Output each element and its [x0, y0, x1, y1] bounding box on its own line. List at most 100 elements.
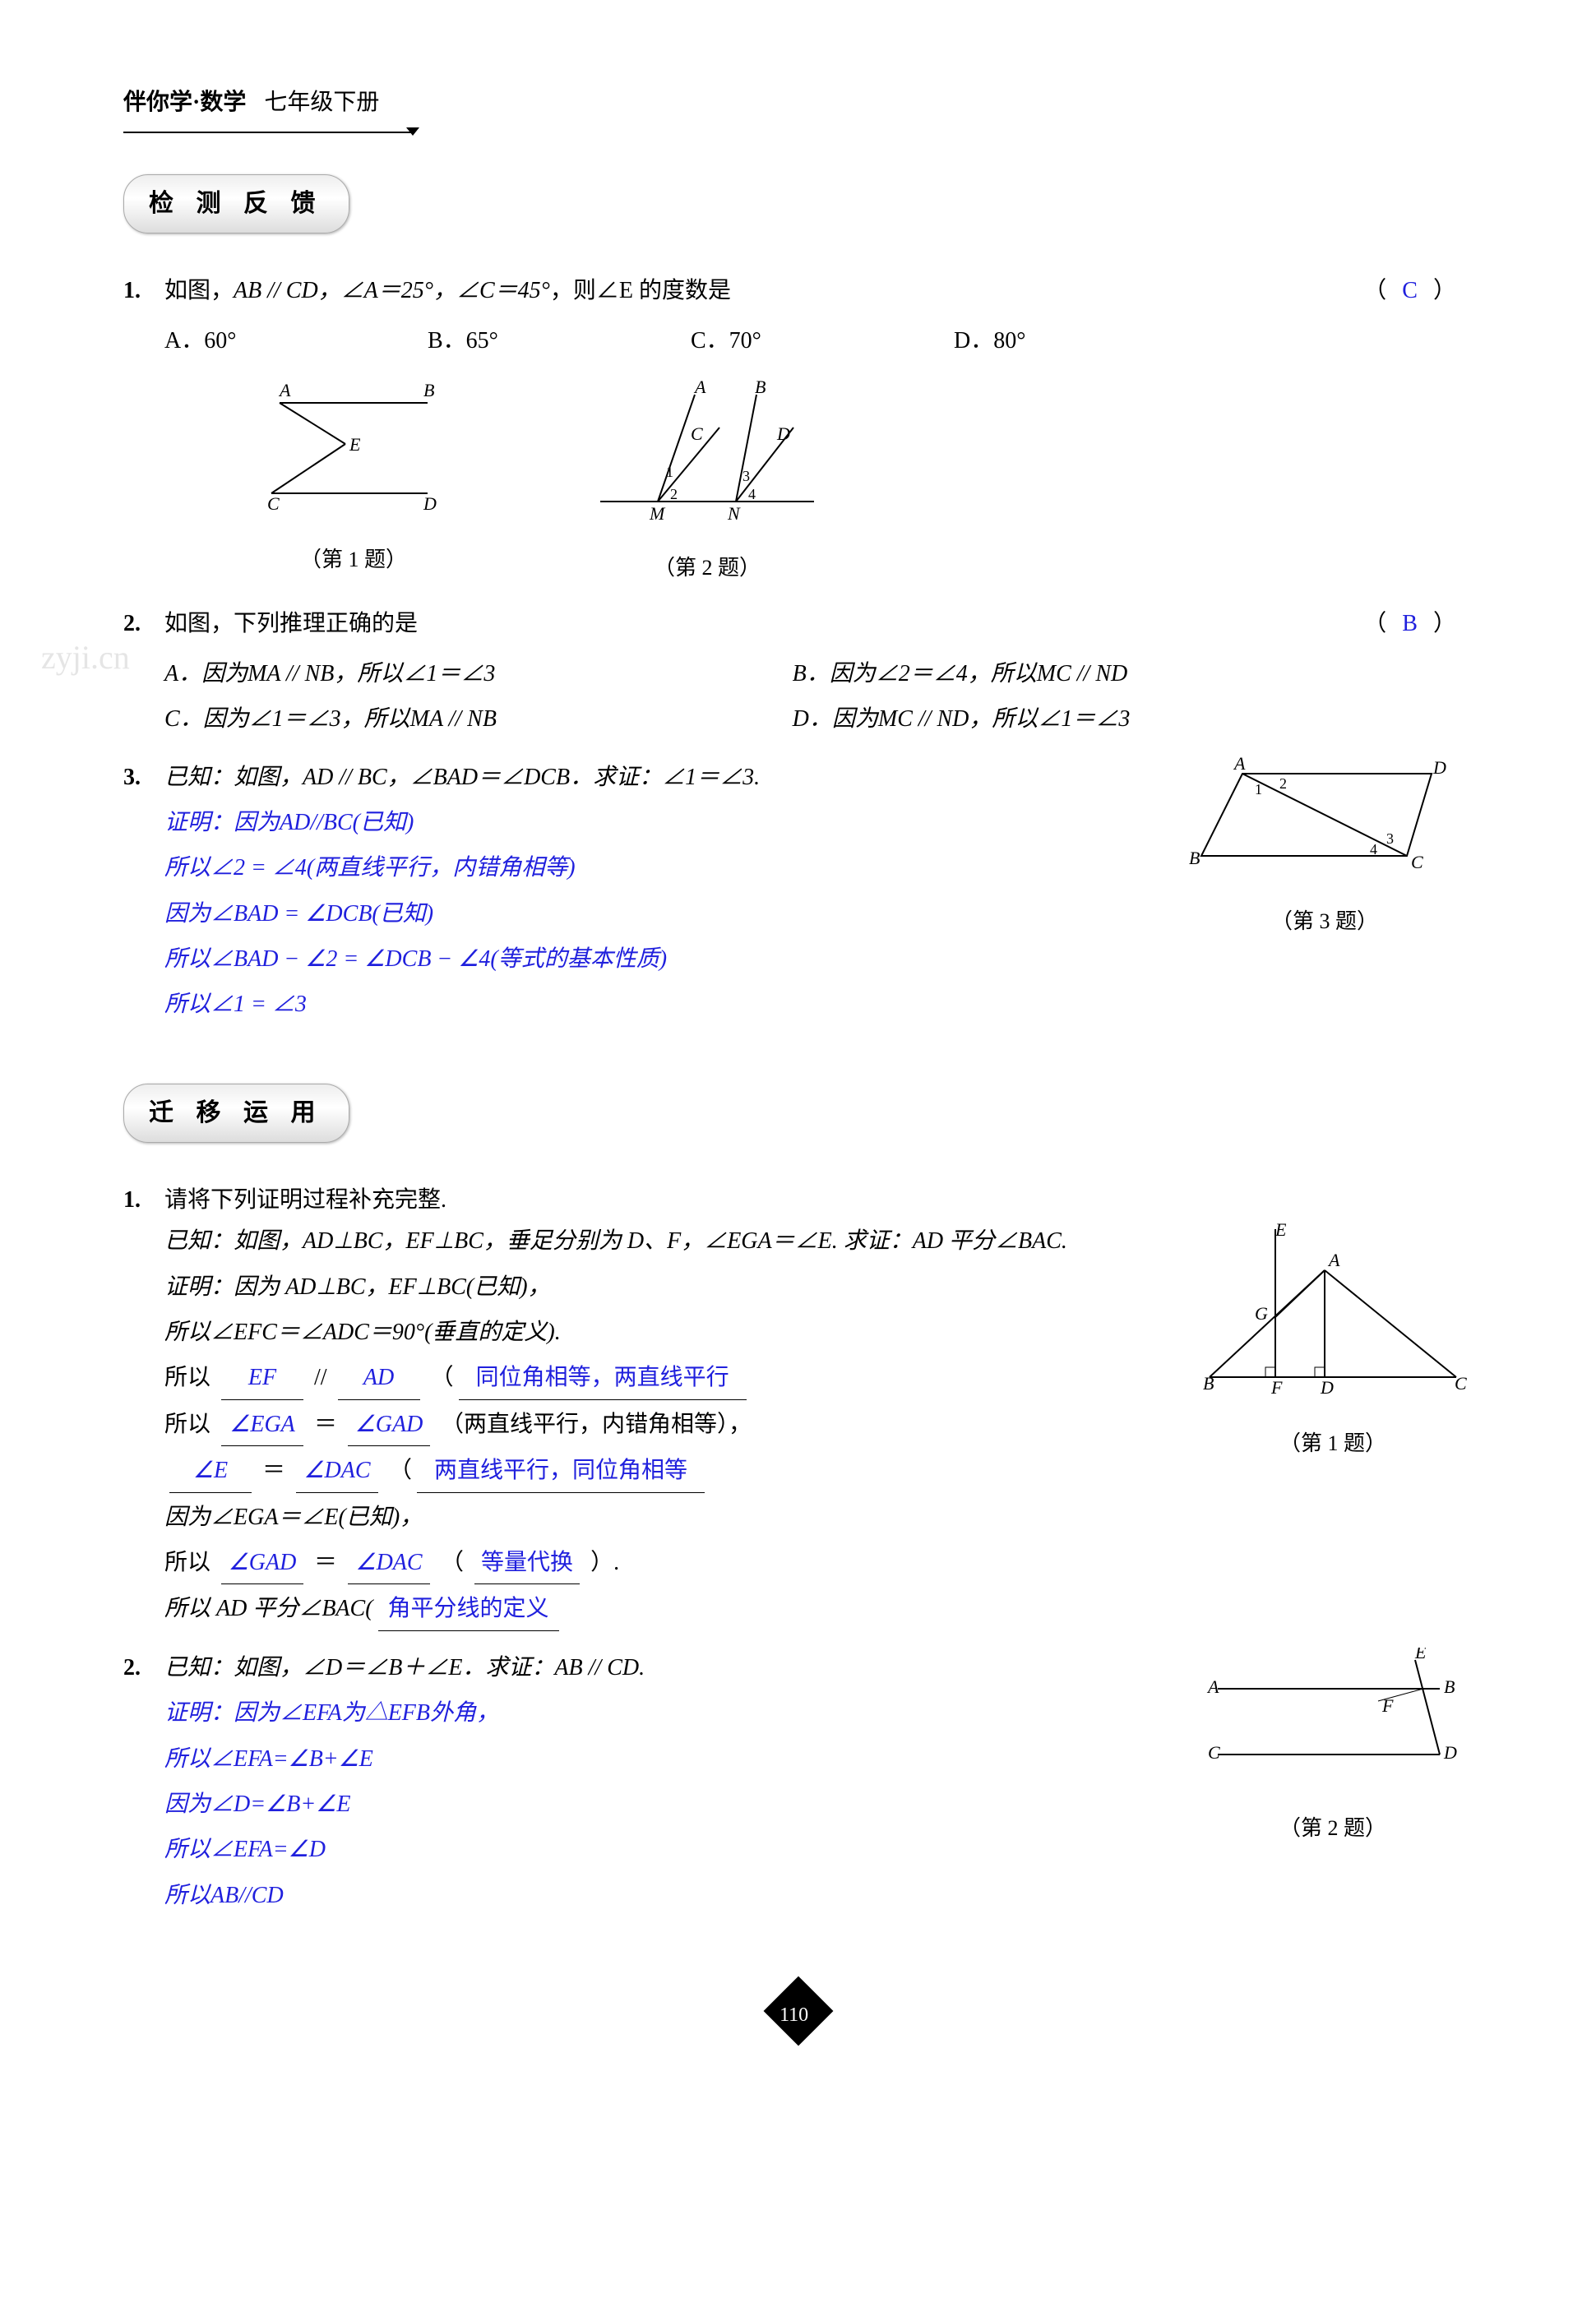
l3-pre: 所以 [164, 1365, 210, 1390]
l3-blank1: EF [221, 1357, 303, 1399]
l4-blank2: ∠GAD [348, 1404, 430, 1446]
yy-q2-p1: 证明：因为∠EFA为△EFB外角， [164, 1693, 1160, 1734]
jcfk-q3: 3. 已知：如图，AD // BC，∠BAD＝∠DCB．求证：∠1＝∠3. 证明… [123, 757, 1473, 1030]
q1-answer: C [1392, 278, 1427, 303]
q1-fig1-svg: A B E C D [247, 378, 460, 518]
l7-pre: 所以 [164, 1550, 210, 1575]
svg-text:N: N [727, 503, 741, 524]
svg-text:2: 2 [1279, 775, 1287, 792]
q3-p3: 因为∠BAD = ∠DCB(已知) [164, 894, 1144, 935]
svg-text:D: D [1320, 1377, 1334, 1398]
svg-text:1: 1 [1255, 781, 1262, 798]
svg-text:E: E [349, 434, 361, 455]
yy-q2-p4: 所以∠EFA=∠D [164, 1829, 1160, 1870]
yy-q1-l3: 所以 EF // AD （同位角相等，两直线平行 [164, 1357, 1160, 1399]
l4-pre: 所以 [164, 1412, 210, 1437]
q1-stem-pre: 如图， [164, 278, 234, 303]
l3-paren: （ [431, 1365, 454, 1390]
q2-answer: B [1392, 611, 1427, 636]
svg-text:2: 2 [670, 486, 678, 502]
q3-p5: 所以∠1 = ∠3 [164, 984, 1144, 1025]
q1-figures: A B E C D （第 1 题） M N A C B [164, 378, 1473, 587]
svg-text:1: 1 [666, 464, 673, 480]
yy-q1-figure: B C A D F E G （第 1 题） [1193, 1221, 1473, 1463]
q2-opt-b: B．因为∠2＝∠4，所以MC // ND [793, 654, 1421, 695]
l3-reason: 同位角相等，两直线平行 [459, 1357, 747, 1399]
q1-opt-b: B．65° [428, 321, 658, 362]
l7-paren-l: （ [441, 1550, 464, 1575]
l3-blank2: AD [338, 1357, 420, 1399]
l8-pre: 所以 AD 平分∠BAC( [164, 1596, 373, 1621]
svg-text:A: A [1233, 757, 1246, 774]
q-num: 3. [123, 757, 141, 798]
svg-text:M: M [649, 503, 666, 524]
svg-text:C: C [1455, 1373, 1467, 1394]
q1-answer-paren: （ C ） [1363, 270, 1456, 312]
l7-blank2: ∠DAC [348, 1542, 430, 1584]
q1-figure2: M N A C B D 1 2 3 4 （第 2 题） [584, 378, 830, 587]
yy-q2-p2: 所以∠EFA=∠B+∠E [164, 1739, 1160, 1780]
l5-paren: （ [389, 1458, 412, 1483]
paren-l: （ [1363, 611, 1386, 636]
header-underline [123, 132, 411, 133]
yy-q1-l2: 所以∠EFC＝∠ADC＝90°(垂直的定义). [164, 1312, 1160, 1353]
l5-reason: 两直线平行，同位角相等 [417, 1450, 705, 1492]
q1-opt-c: C．70° [691, 321, 921, 362]
svg-text:F: F [1270, 1377, 1283, 1398]
section-title-qianyi: 迁 移 运 用 [123, 1084, 349, 1143]
yy-q1-l1: 证明：因为 AD⊥BC，EF⊥BC(已知)， [164, 1267, 1160, 1308]
q1-figure1: A B E C D （第 1 题） [247, 378, 460, 587]
svg-text:D: D [423, 493, 437, 514]
svg-text:C: C [691, 423, 703, 444]
yy-q2-fig-caption: （第 2 题） [1193, 1810, 1473, 1848]
section-title-jiance: 检 测 反 馈 [123, 174, 349, 233]
svg-text:A: A [278, 380, 291, 400]
q1-options: A．60° B．65° C．70° D．80° [164, 321, 1473, 362]
q3-fig-svg: A D B C 1 2 3 4 [1177, 757, 1473, 881]
yy-q1-l5: ∠E ＝ ∠DAC （两直线平行，同位角相等 [164, 1450, 1160, 1492]
q2-stem: 如图，下列推理正确的是 [164, 611, 418, 636]
l4-reason: （两直线平行，内错角相等）， [441, 1412, 752, 1437]
svg-text:D: D [776, 423, 790, 444]
svg-text:D: D [1432, 757, 1446, 778]
yy-q1-l7: 所以 ∠GAD ＝ ∠DAC （ 等量代换 ）. [164, 1542, 1160, 1584]
l5-eq: ＝ [262, 1458, 285, 1483]
page-number: 110 [123, 1986, 1473, 2050]
q1-opt-a: A．60° [164, 321, 395, 362]
q2-options: A．因为MA // NB，所以∠1＝∠3 B．因为∠2＝∠4，所以MC // N… [164, 654, 1473, 745]
q1-fig1-caption: （第 1 题） [247, 541, 460, 580]
svg-text:D: D [1443, 1742, 1457, 1763]
paren-r: ） [1433, 278, 1456, 303]
q3-figure: A D B C 1 2 3 4 （第 3 题） [1177, 757, 1473, 941]
l7-eq: ＝ [314, 1550, 337, 1575]
paren-r: ） [1433, 611, 1456, 636]
book-title: 伴你学·数学 [123, 90, 246, 115]
l5-blank1: ∠E [169, 1450, 252, 1492]
svg-text:A: A [1327, 1250, 1340, 1270]
svg-text:B: B [1203, 1373, 1214, 1394]
l7-blank1: ∠GAD [221, 1542, 303, 1584]
l7-reason: 等量代换 [474, 1542, 580, 1584]
yy-q2-fig-svg: A B C D E F [1193, 1648, 1473, 1787]
page-num-text: 110 [769, 1998, 818, 2033]
qyyy-q1: 1. 请将下列证明过程补充完整. 已知：如图，AD⊥BC，EF⊥BC，垂足分别为… [123, 1180, 1473, 1635]
q2-opt-a: A．因为MA // NB，所以∠1＝∠3 [164, 654, 793, 695]
l4-eq: ＝ [314, 1412, 337, 1437]
q1-fig2-caption: （第 2 题） [584, 549, 830, 588]
yy-q1-fig-caption: （第 1 题） [1193, 1425, 1473, 1463]
q-num: 2. [123, 1648, 141, 1689]
l5-blank2: ∠DAC [296, 1450, 378, 1492]
svg-text:E: E [1414, 1648, 1427, 1662]
yy-q1-l4: 所以 ∠EGA ＝ ∠GAD （两直线平行，内错角相等）， [164, 1404, 1160, 1446]
q2-opt-d: D．因为MC // ND，所以∠1＝∠3 [793, 699, 1421, 740]
svg-text:C: C [267, 493, 280, 514]
q3-p2: 所以∠2 = ∠4(两直线平行，内错角相等) [164, 848, 1144, 889]
yy-q2-figure: A B C D E F （第 2 题） [1193, 1648, 1473, 1848]
yy-q2-p5: 所以AB//CD [164, 1875, 1160, 1916]
q1-stem-mid: AB // CD，∠A＝25°，∠C＝45° [234, 278, 550, 303]
book-header: 伴你学·数学 七年级下册 [123, 82, 1473, 123]
q3-p1: 证明：因为AD//BC(已知) [164, 802, 1144, 844]
page-diamond-icon: 110 [763, 1976, 833, 2046]
grade: 七年级下册 [264, 90, 379, 115]
svg-text:G: G [1255, 1303, 1268, 1324]
